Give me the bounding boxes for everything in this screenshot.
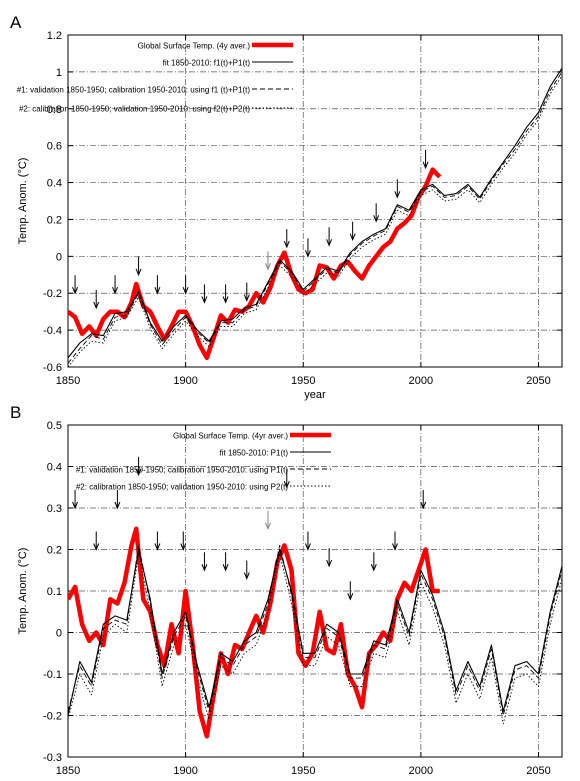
y-tick-label: 0.8 — [47, 104, 62, 116]
period-arrow-head — [135, 468, 142, 477]
period-arrow-head — [243, 572, 250, 580]
period-arrow-head — [420, 501, 427, 510]
y-tick-label: 0.2 — [47, 214, 62, 226]
x-tick-label: 1850 — [56, 375, 80, 387]
grid — [68, 35, 562, 367]
y-tick-label: 0.6 — [47, 141, 62, 153]
period-arrow-head — [222, 564, 229, 572]
panel-a: A -0.6 -0.4 -0.2 0 0.2 0.4 0.6 0.8 1 1.2 1850 1900 19… — [10, 13, 563, 401]
period-arrow-head — [373, 215, 380, 223]
period-arrow-head — [180, 543, 187, 551]
y-tick-label: -0.3 — [43, 752, 62, 764]
y-tick-label: 0 — [56, 251, 62, 263]
series-line-1 — [68, 548, 562, 716]
legend-label: Global Surface Temp. (4y aver.) — [138, 42, 251, 51]
legend-label: #1: validation 1850-1950; calibration 19… — [76, 466, 288, 475]
period-arrow-head — [93, 543, 100, 551]
y-tick-label: 0.1 — [47, 586, 62, 598]
legend: Global Surface Temp. (4y aver.) fit 1850-… — [17, 42, 293, 114]
legend: Global Surface Temp. (4yr aver.) fit 1850… — [76, 432, 331, 492]
y-tick-label: 0.3 — [47, 503, 62, 515]
series-line-0 — [68, 526, 440, 739]
x-tick-label: 1950 — [291, 375, 315, 387]
legend-label: #1: validation 1850-1950; calibration 19… — [17, 86, 251, 95]
period-arrow-head — [243, 294, 250, 302]
y-axis-label: Temp. Anom. (°C) — [17, 548, 29, 635]
x-tick-label: 2050 — [526, 375, 550, 387]
y-tick-label: 0 — [56, 628, 62, 640]
y-tick-label: 1 — [56, 67, 62, 79]
period-arrow-head — [370, 564, 377, 572]
series-line-3 — [68, 75, 562, 367]
x-tick-label: 2000 — [409, 375, 433, 387]
x-tick-label: 2050 — [526, 765, 550, 777]
period-arrow-head — [93, 301, 100, 310]
plot-frame — [67, 34, 563, 368]
arrows — [72, 149, 429, 310]
period-arrow-head — [349, 233, 356, 242]
period-arrow-head — [222, 296, 229, 304]
period-arrow-head — [326, 239, 333, 247]
legend-label: fit 1850-2010: f1(t)+P1(t) — [163, 59, 251, 68]
legend-label: #2: calibration 1850-1950; validation 19… — [19, 105, 250, 114]
period-arrow-head — [112, 287, 119, 295]
period-arrow-head — [304, 250, 311, 258]
period-arrow-head — [392, 543, 398, 551]
y-tick-label: -0.2 — [43, 288, 62, 300]
period-arrow-head — [264, 522, 271, 531]
period-arrow-head — [264, 263, 271, 271]
period-arrow-head — [283, 240, 290, 249]
y-tick-label: 0.4 — [47, 462, 62, 474]
series-line-0 — [68, 167, 442, 361]
period-arrow-head — [201, 564, 208, 572]
period-arrow-head — [135, 268, 142, 277]
y-tick-label: 0.2 — [47, 545, 62, 557]
series-group — [68, 526, 562, 739]
period-arrow-head — [72, 287, 79, 295]
x-tick-label: 2000 — [409, 765, 433, 777]
series-line-2 — [68, 71, 562, 364]
period-arrow-head — [201, 296, 208, 304]
panel-label: A — [10, 13, 22, 32]
period-arrow-head — [422, 161, 429, 170]
period-arrow-head — [283, 481, 290, 489]
legend-label: fit 1850-2010: P1(t) — [220, 449, 289, 458]
panel-label: B — [10, 403, 21, 422]
legend-label: #2: calibration 1850-1950; validation 19… — [76, 483, 288, 492]
period-arrow-head — [114, 501, 121, 510]
y-tick-label: 1.2 — [47, 30, 62, 42]
period-arrow-head — [154, 287, 161, 295]
y-tick-label: -0.6 — [43, 362, 62, 374]
y-tick-label: 0.5 — [47, 420, 62, 432]
series-line-2 — [68, 544, 562, 716]
series-line-1 — [68, 67, 562, 359]
period-arrow-head — [326, 559, 333, 568]
x-tick-label: 1950 — [291, 765, 315, 777]
period-arrow-head — [182, 287, 189, 295]
period-arrow-head — [72, 501, 79, 510]
series-group — [68, 67, 562, 367]
y-axis-label: Temp. Anom. (°C) — [17, 158, 29, 245]
period-arrow-head — [394, 191, 401, 199]
period-arrow-head — [154, 543, 161, 551]
x-tick-label: 1900 — [173, 375, 197, 387]
x-axis-label: year — [304, 389, 326, 401]
legend-label: Global Surface Temp. (4yr aver.) — [173, 432, 288, 441]
y-tick-label: 0.4 — [47, 178, 62, 190]
panel-b: B -0.3 -0.2 -0.1 0 0.1 0.2 0.3 0.4 0.5 1850 1900 195… — [10, 403, 563, 777]
period-arrow-head — [304, 543, 311, 551]
x-tick-label: 1850 — [56, 765, 80, 777]
arrows — [72, 456, 427, 601]
y-tick-label: -0.4 — [43, 325, 62, 337]
y-tick-label: -0.2 — [43, 711, 62, 723]
y-tick-label: -0.1 — [43, 669, 62, 681]
period-arrow-head — [347, 593, 354, 601]
x-tick-label: 1900 — [173, 765, 197, 777]
